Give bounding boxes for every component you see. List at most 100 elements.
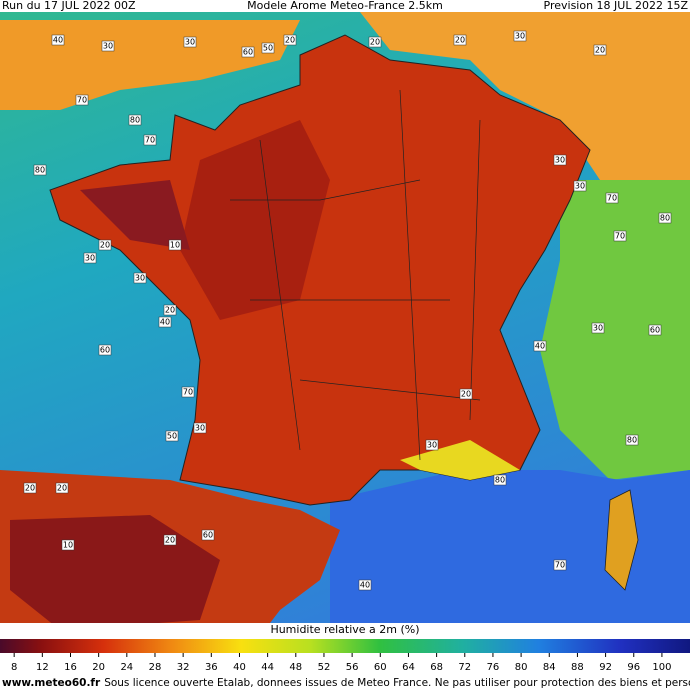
colorbar-tick-label: 100 xyxy=(652,662,671,673)
map-label-box xyxy=(163,304,177,316)
map-label: 30 xyxy=(593,324,603,333)
map-label-box xyxy=(168,239,182,251)
map-label-box xyxy=(55,482,69,494)
colorbar-tick-label: 52 xyxy=(318,662,331,673)
colorbar-tick-label: 76 xyxy=(487,662,500,673)
map-label: 80 xyxy=(627,436,637,445)
map-label: 80 xyxy=(660,214,670,223)
map-label-box xyxy=(513,30,527,42)
colorbar-tick-label: 12 xyxy=(36,662,49,673)
colorbar-tick-label: 8 xyxy=(11,662,17,673)
map-label-box xyxy=(648,324,662,336)
colorbar-tick-label: 88 xyxy=(571,662,584,673)
map xyxy=(0,12,690,636)
map-label: 20 xyxy=(165,536,175,545)
map-label-box xyxy=(101,40,115,52)
map-label: 20 xyxy=(461,390,471,399)
map-label: 10 xyxy=(63,541,73,550)
map-label-box xyxy=(98,239,112,251)
colorbar-tick-label: 96 xyxy=(627,662,640,673)
map-label-box xyxy=(165,430,179,442)
map-label-box xyxy=(605,192,619,204)
map-label: 70 xyxy=(607,194,617,203)
map-label: 30 xyxy=(555,156,565,165)
map-label: 30 xyxy=(135,274,145,283)
colorbar-tick-label: 72 xyxy=(458,662,471,673)
map-label: 80 xyxy=(495,476,505,485)
map-label-box xyxy=(61,539,75,551)
map-label-box xyxy=(625,434,639,446)
map-label-box xyxy=(183,36,197,48)
footer: www.meteo60.fr Sous licence ouverte Etala… xyxy=(2,677,690,689)
map-label: 10 xyxy=(170,241,180,250)
map-label-box xyxy=(23,482,37,494)
map-label-box xyxy=(201,529,215,541)
map-label: 40 xyxy=(160,318,170,327)
map-label: 60 xyxy=(100,346,110,355)
map-label-box xyxy=(181,386,195,398)
forecast-label: Prevision 18 JUL 2022 15Z xyxy=(544,0,689,12)
map-label-box xyxy=(158,316,172,328)
map-label: 30 xyxy=(575,182,585,191)
map-label: 70 xyxy=(555,561,565,570)
colorbar-tick-label: 80 xyxy=(515,662,528,673)
map-label: 30 xyxy=(85,254,95,263)
map-label-box xyxy=(553,154,567,166)
map-label-box xyxy=(98,344,112,356)
map-label-box xyxy=(533,340,547,352)
colorbar-tick-label: 60 xyxy=(374,662,387,673)
map-label: 50 xyxy=(263,44,273,53)
colorbar-tick-label: 92 xyxy=(599,662,612,673)
map-label-box xyxy=(493,474,507,486)
colorbar-title: Humidite relative a 2m (%) xyxy=(270,623,419,636)
colorbar-tick-label: 20 xyxy=(92,662,105,673)
map-label-box xyxy=(51,34,65,46)
colorbar-tick-label: 28 xyxy=(149,662,162,673)
map-label: 70 xyxy=(615,232,625,241)
map-label: 80 xyxy=(130,116,140,125)
footer-site: www.meteo60.fr xyxy=(2,677,101,689)
map-label-box xyxy=(83,252,97,264)
map-label-box xyxy=(368,36,382,48)
map-label-box xyxy=(133,272,147,284)
map-label: 30 xyxy=(185,38,195,47)
map-label-box xyxy=(193,422,207,434)
map-label-box xyxy=(283,34,297,46)
colorbar-tick-label: 48 xyxy=(289,662,302,673)
colorbar-tick-label: 36 xyxy=(205,662,218,673)
map-label: 30 xyxy=(103,42,113,51)
map-label: 20 xyxy=(285,36,295,45)
map-label-box xyxy=(358,579,372,591)
colorbar-tick-label: 84 xyxy=(543,662,556,673)
colorbar xyxy=(0,639,690,653)
map-label: 40 xyxy=(535,342,545,351)
map-label-box xyxy=(453,34,467,46)
map-label: 20 xyxy=(455,36,465,45)
map-label-box xyxy=(241,46,255,58)
map-label-box xyxy=(163,534,177,546)
footer-text: Sous licence ouverte Etalab, donnees iss… xyxy=(104,677,690,689)
map-label-box xyxy=(261,42,275,54)
map-label: 20 xyxy=(595,46,605,55)
map-label-box xyxy=(593,44,607,56)
colorbar-tick-label: 68 xyxy=(430,662,443,673)
map-label: 50 xyxy=(167,432,177,441)
map-label: 60 xyxy=(650,326,660,335)
map-label: 60 xyxy=(203,531,213,540)
map-label-box xyxy=(658,212,672,224)
map-label: 80 xyxy=(35,166,45,175)
map-label: 20 xyxy=(100,241,110,250)
map-label: 40 xyxy=(53,36,63,45)
map-label: 20 xyxy=(25,484,35,493)
map-label-box xyxy=(553,559,567,571)
run-label: Run du 17 JUL 2022 00Z xyxy=(2,0,136,12)
map-label-box xyxy=(591,322,605,334)
map-label-box xyxy=(143,134,157,146)
map-label: 20 xyxy=(57,484,67,493)
map-label: 30 xyxy=(515,32,525,41)
map-label-box xyxy=(573,180,587,192)
colorbar-tick-label: 24 xyxy=(120,662,133,673)
map-label: 20 xyxy=(370,38,380,47)
map-label: 70 xyxy=(77,96,87,105)
